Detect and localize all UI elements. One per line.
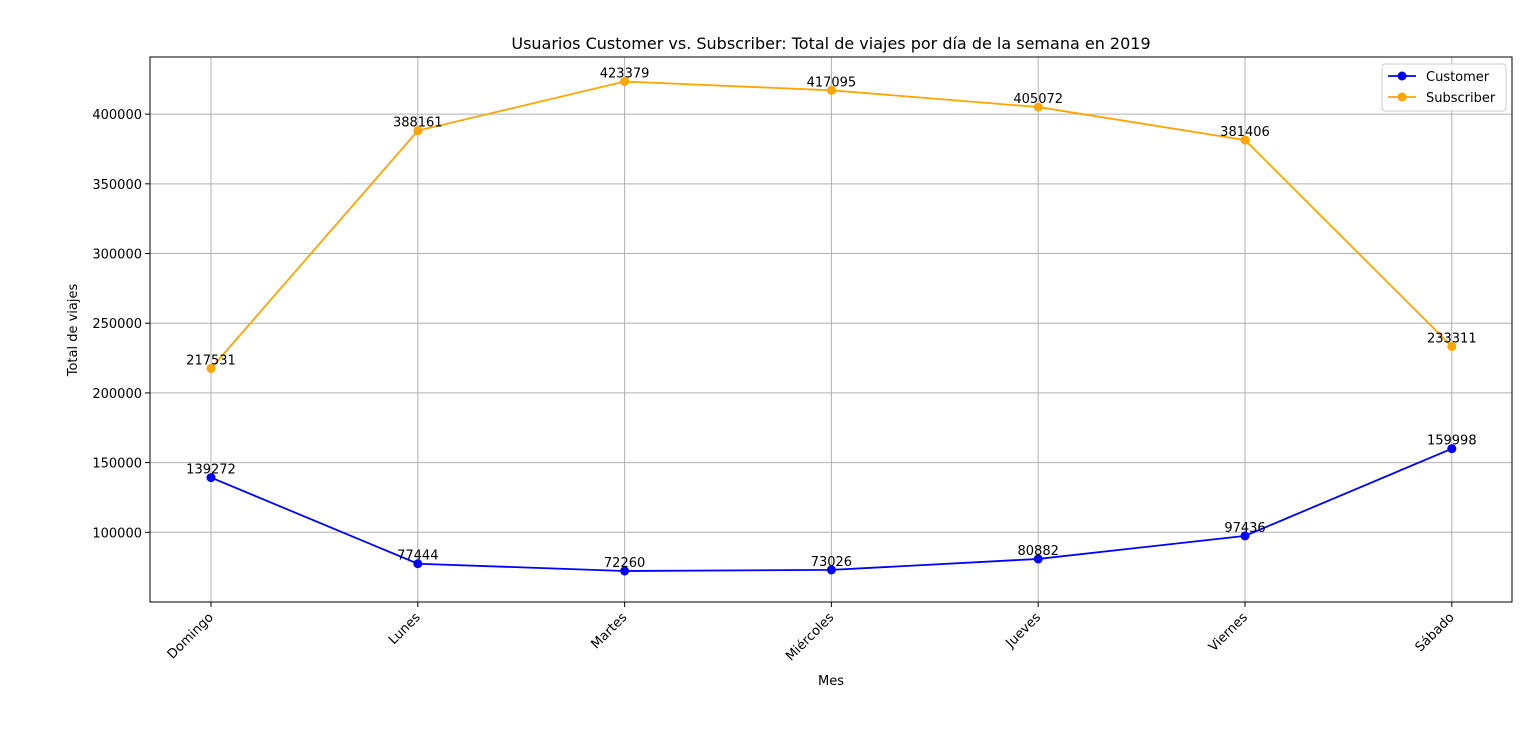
y-tick-label: 300000 (92, 248, 142, 263)
customer-data-label: 77444 (397, 549, 438, 564)
x-axis-label: Mes (818, 674, 844, 689)
customer-data-label: 139272 (186, 463, 236, 478)
subscriber-data-point (413, 126, 423, 136)
y-tick-label: 250000 (92, 317, 142, 332)
customer-data-point (826, 565, 836, 575)
customer-data-point (1447, 444, 1457, 454)
legend-customer-marker (1397, 71, 1407, 81)
series-markers (206, 77, 1457, 576)
subscriber-data-point (1033, 102, 1043, 112)
subscriber-data-point (620, 77, 630, 87)
customer-data-point (413, 559, 423, 569)
subscriber-data-point (826, 85, 836, 95)
subscriber-data-point (206, 363, 216, 373)
subscriber-data-label: 217531 (186, 353, 236, 368)
customer-data-label: 97436 (1224, 521, 1265, 536)
subscriber-data-label: 388161 (393, 116, 443, 131)
customer-data-label: 73026 (811, 555, 852, 570)
legend-subscriber-label: Subscriber (1426, 91, 1496, 106)
customer-data-label: 72260 (604, 556, 645, 571)
customer-data-point (620, 566, 630, 576)
y-tick-label: 100000 (92, 526, 142, 541)
subscriber-data-label: 417095 (807, 75, 857, 90)
y-tick-label: 150000 (92, 457, 142, 472)
y-tick-label: 200000 (92, 387, 142, 402)
subscriber-data-label: 423379 (600, 67, 650, 82)
legend-customer-label: Customer (1426, 70, 1490, 85)
subscriber-data-label: 381406 (1220, 125, 1270, 140)
customer-data-label: 159998 (1427, 434, 1477, 449)
subscriber-data-point (1240, 135, 1250, 145)
customer-data-point (1240, 531, 1250, 541)
subscriber-data-label: 405072 (1013, 92, 1063, 107)
customer-data-point (206, 473, 216, 483)
customer-data-point (1033, 554, 1043, 564)
grid-lines (150, 57, 1512, 602)
subscriber-data-point (1447, 341, 1457, 351)
data-labels: 139272 77444 72260 73026 80882 97436 159998 217… (186, 67, 1476, 571)
subscriber-data-label: 233311 (1427, 331, 1477, 346)
y-tick-label: 400000 (92, 108, 142, 123)
legend-subscriber-marker (1397, 92, 1407, 102)
customer-data-label: 80882 (1018, 544, 1059, 559)
legend: Customer Subscriber (1381, 63, 1507, 112)
y-axis-label: Total de viajes (66, 284, 81, 378)
y-tick-label: 350000 (92, 178, 142, 193)
chart-title: Usuarios Customer vs. Subscriber: Total … (511, 34, 1150, 53)
